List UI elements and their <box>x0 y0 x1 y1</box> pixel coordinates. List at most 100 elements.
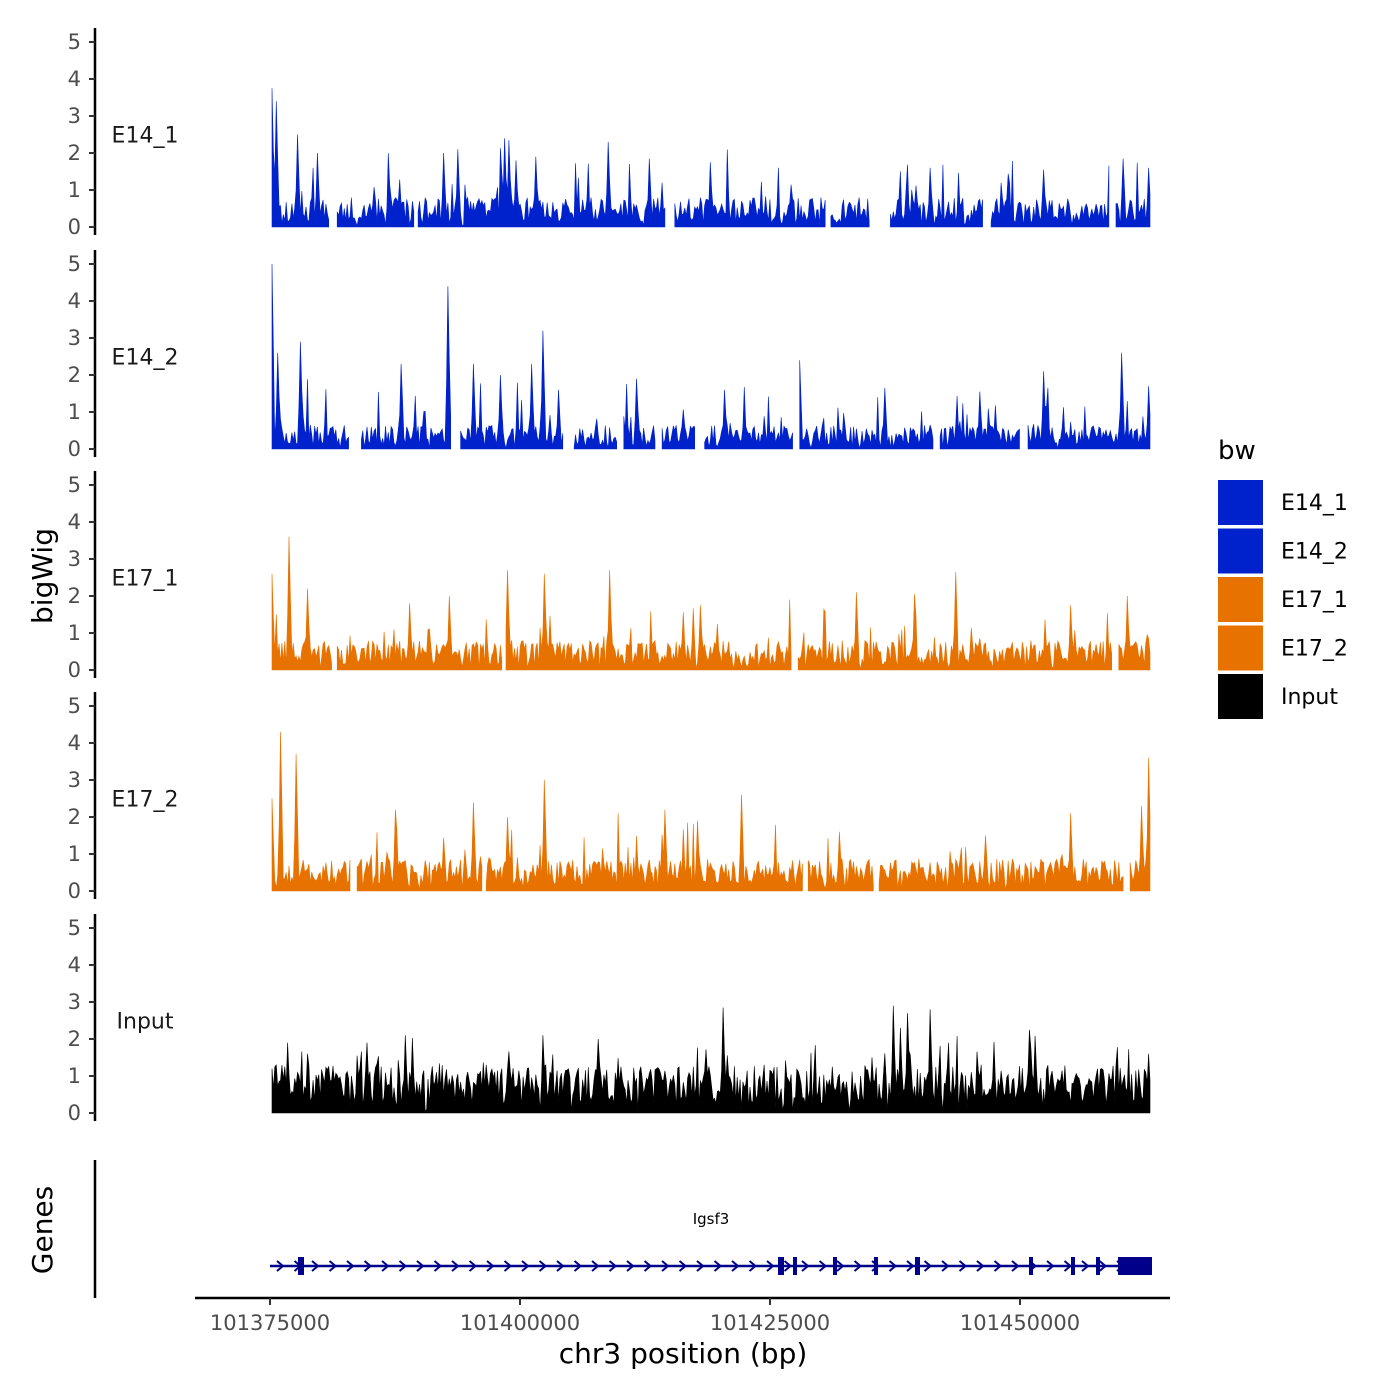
exon <box>915 1257 920 1275</box>
strand-chevron <box>433 1260 443 1272</box>
strand-chevron <box>993 1260 1003 1272</box>
y-tick-label: 1 <box>68 178 81 202</box>
x-tick-label: 101450000 <box>960 1311 1080 1335</box>
exon <box>1029 1257 1033 1275</box>
strand-chevron <box>661 1260 670 1272</box>
y-tick-label: 0 <box>68 1101 81 1125</box>
track-label: E14_1 <box>112 124 179 149</box>
y-tick-label: 0 <box>68 215 81 239</box>
legend-swatch-e17_1 <box>1218 577 1263 622</box>
strand-chevron <box>556 1260 565 1272</box>
strand-chevron <box>731 1260 740 1272</box>
strand-chevron <box>1098 1260 1108 1272</box>
coverage-area-e14_2 <box>573 418 617 450</box>
coverage-area-e17_1 <box>336 595 503 671</box>
track-label: E14_2 <box>112 346 179 371</box>
coverage-area-e17_2 <box>878 813 1124 892</box>
strand-chevron <box>591 1260 600 1272</box>
y-tick-label: 3 <box>68 990 81 1014</box>
y-tick-label: 3 <box>68 104 81 128</box>
track-e14_2: 0 1 2 3 4 5 E14_2 <box>68 250 1151 461</box>
y-tick-label: 4 <box>68 510 81 534</box>
coverage-area-e14_2 <box>623 378 656 450</box>
legend-swatch-e17_2 <box>1218 625 1263 671</box>
exon <box>1096 1257 1100 1275</box>
legend-swatch-e14_2 <box>1218 528 1263 574</box>
coverage-area-e14_2 <box>271 263 349 450</box>
coverage-area-e17_1 <box>271 536 332 671</box>
strand-chevron <box>748 1260 758 1272</box>
strand-chevron <box>486 1260 495 1272</box>
coverage-area-e17_2 <box>356 802 483 892</box>
y-tick-label: 2 <box>68 805 81 829</box>
legend-label: E14_1 <box>1281 491 1348 516</box>
legend-swatch-input <box>1218 674 1263 719</box>
coverage-area-e17_1 <box>505 570 792 671</box>
x-axis-title: chr3 position (bp) <box>559 1337 808 1370</box>
strand-chevron <box>941 1260 950 1272</box>
coverage-area-e14_2 <box>1027 352 1151 450</box>
strand-chevron <box>311 1260 320 1272</box>
strand-chevron <box>888 1260 898 1272</box>
y-tick-label: 4 <box>68 731 81 755</box>
genes-panel: Igsf3 <box>93 1160 1152 1298</box>
strand-chevron <box>573 1260 583 1272</box>
coverage-area-e14_2 <box>704 387 793 450</box>
strand-chevron <box>906 1260 915 1272</box>
coverage-area-e17_2 <box>271 731 351 892</box>
coverage-area-input <box>271 1005 1151 1114</box>
track-label: E17_2 <box>112 788 179 813</box>
y-tick-label: 1 <box>68 400 81 424</box>
bigwig-tracks: 0 1 2 3 4 5 E14_1 0 1 2 3 4 5 E14_2 0 1 2 3 4 5 E17_1 0 1 2 3 4 5 E… <box>68 28 1151 1125</box>
y-tick-label: 5 <box>68 916 81 940</box>
strand-chevron <box>626 1260 635 1272</box>
exon <box>793 1257 797 1275</box>
strand-chevron <box>1063 1260 1073 1272</box>
coverage-area-e17_1 <box>1118 595 1151 671</box>
x-tick-label: 101425000 <box>710 1311 830 1335</box>
strand-chevron <box>643 1260 653 1272</box>
exon <box>874 1257 878 1275</box>
track-label: Input <box>117 1010 174 1035</box>
coverage-area-e17_2 <box>807 831 874 892</box>
strand-chevron <box>1081 1260 1090 1272</box>
coverage-area-e17_2 <box>1129 757 1151 892</box>
coverage-area-e14_2 <box>939 391 1020 450</box>
strand-chevron <box>363 1260 373 1272</box>
coverage-area-e14_2 <box>661 409 695 450</box>
legend-label: E17_2 <box>1281 637 1348 662</box>
coverage-area-e17_2 <box>485 779 803 892</box>
strand-chevron <box>503 1260 513 1272</box>
y-tick-label: 0 <box>68 437 81 461</box>
y-tick-label: 5 <box>68 473 81 497</box>
gene-label: Igsf3 <box>693 1210 730 1228</box>
y-tick-label: 0 <box>68 658 81 682</box>
strand-chevron <box>958 1260 968 1272</box>
strand-chevron <box>678 1260 688 1272</box>
coverage-area-e14_2 <box>460 330 564 450</box>
coverage-area-e14_1 <box>271 88 329 228</box>
strand-chevron <box>836 1260 845 1272</box>
x-tick-label: 101375000 <box>210 1311 330 1335</box>
strand-chevron <box>801 1260 810 1272</box>
exon <box>1118 1257 1152 1275</box>
strand-chevron <box>276 1260 285 1272</box>
track-label: E17_1 <box>112 567 179 592</box>
strand-chevron <box>818 1260 828 1272</box>
y-tick-label: 1 <box>68 621 81 645</box>
y-tick-label: 2 <box>68 363 81 387</box>
coverage-area-e14_1 <box>417 138 666 228</box>
coverage-area-e14_1 <box>990 160 1110 228</box>
strand-chevron <box>416 1260 425 1272</box>
strand-chevron <box>538 1260 548 1272</box>
legend-label: E14_2 <box>1281 540 1348 565</box>
strand-chevron <box>713 1260 723 1272</box>
exon <box>833 1257 837 1275</box>
strand-chevron <box>696 1260 705 1272</box>
y-tick-label: 1 <box>68 842 81 866</box>
legend-swatch-e14_1 <box>1218 480 1263 525</box>
strand-chevron <box>398 1260 408 1272</box>
strand-chevron <box>468 1260 478 1272</box>
y-tick-label: 5 <box>68 30 81 54</box>
